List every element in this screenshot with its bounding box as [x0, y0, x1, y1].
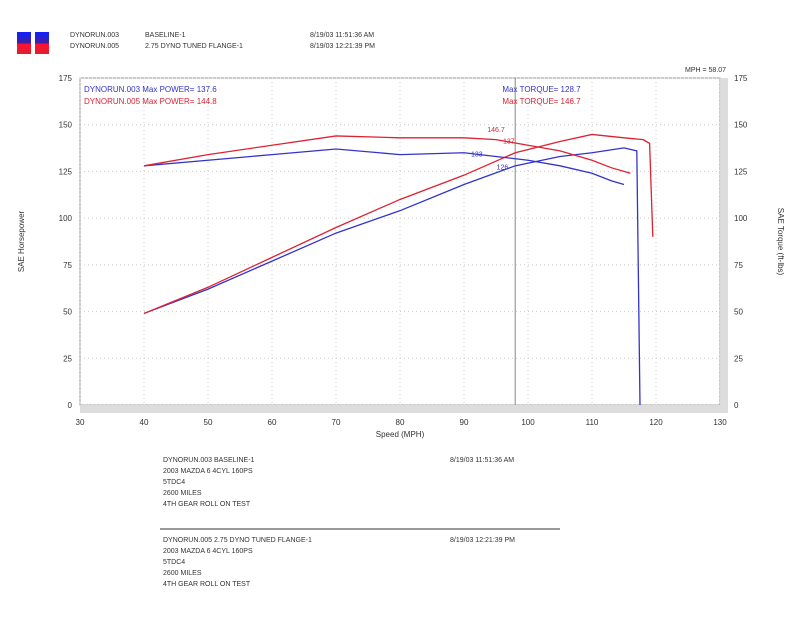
baseline-torque-line — [143, 148, 625, 186]
y2-tick-label: 75 — [734, 261, 743, 270]
x-tick-label: 90 — [460, 418, 469, 427]
legend-torque: Max TORQUE= 146.7 — [502, 97, 581, 106]
footer-line: 4TH GEAR ROLL ON TEST — [163, 581, 251, 588]
y2-tick-label: 150 — [734, 121, 748, 130]
run-2-date: 8/19/03 12:21:39 PM — [310, 43, 375, 50]
x-tick-label: 130 — [713, 418, 727, 427]
legend-torque: Max TORQUE= 128.7 — [502, 85, 581, 94]
footer-date: 8/19/03 12:21:39 PM — [450, 537, 515, 544]
peak-annotation: 126 — [497, 165, 509, 172]
y-tick-label: 125 — [59, 167, 73, 176]
run-2-desc: 2.75 DYNO TUNED FLANGE-1 — [145, 43, 243, 50]
run-2-name: DYNORUN.005 — [70, 43, 120, 50]
x-tick-label: 40 — [140, 418, 149, 427]
y2-tick-label: 50 — [734, 308, 743, 317]
footer-line: 2003 MAZDA 6 4CYL 160PS — [163, 468, 253, 475]
x-tick-label: 100 — [521, 418, 535, 427]
y2-tick-label: 100 — [734, 214, 748, 223]
y-tick-label: 150 — [59, 121, 73, 130]
peak-annotation: 146.7 — [487, 127, 505, 134]
footer-line: 2600 MILES — [163, 490, 202, 497]
plot-shadow-right — [720, 78, 728, 413]
y2-tick-label: 0 — [734, 401, 739, 410]
footer-date: 8/19/03 11:51:36 AM — [450, 457, 515, 464]
y-tick-label: 25 — [63, 354, 72, 363]
x-tick-label: 80 — [396, 418, 405, 427]
x-axis-label: Speed (MPH) — [376, 430, 425, 439]
x-tick-label: 70 — [332, 418, 341, 427]
y2-tick-label: 175 — [734, 74, 748, 83]
tuned-power-line — [143, 133, 654, 315]
footer-line: 4TH GEAR ROLL ON TEST — [163, 501, 251, 508]
y2-tick-label: 125 — [734, 167, 748, 176]
y2-axis-label: SAE Torque (ft-lbs) — [776, 208, 785, 276]
cursor-readout: MPH = 58.07 — [685, 67, 727, 74]
y-tick-label: 50 — [63, 308, 72, 317]
run-1-name: DYNORUN.003 — [70, 32, 120, 39]
footer-divider — [160, 528, 560, 530]
footer-line: 2600 MILES — [163, 570, 202, 577]
run-1-desc: BASELINE-1 — [145, 32, 186, 39]
y-tick-label: 100 — [59, 214, 73, 223]
peak-annotation: 133 — [471, 151, 483, 158]
x-tick-label: 60 — [268, 418, 277, 427]
y-tick-label: 75 — [63, 261, 72, 270]
y-axis-label: SAE Horsepower — [17, 210, 26, 272]
plot-shadow-bottom — [80, 405, 720, 413]
baseline-power-line — [143, 147, 641, 406]
footer-line: DYNORUN.003 BASELINE-1 — [163, 457, 255, 464]
x-tick-label: 50 — [204, 418, 213, 427]
footer-line: 2003 MAZDA 6 4CYL 160PS — [163, 548, 253, 555]
y-tick-label: 0 — [68, 401, 73, 410]
y-tick-label: 175 — [59, 74, 73, 83]
plot-area — [79, 77, 721, 406]
peak-annotation: 137 — [503, 138, 515, 145]
footer-line: DYNORUN.005 2.75 DYNO TUNED FLANGE-1 — [163, 537, 312, 544]
footer-line: 5TDC4 — [163, 559, 186, 566]
dyno-logo-icon — [17, 32, 49, 54]
x-tick-label: 110 — [586, 418, 599, 427]
y2-tick-label: 25 — [734, 354, 743, 363]
legend-entry: DYNORUN.003 Max POWER= 137.6 — [84, 85, 217, 94]
dyno-chart: 30 40 50 60 70 80 90 100 110 120 130 0 0 25 25 50 50 75 75… — [17, 74, 785, 439]
run-1-date: 8/19/03 11:51:36 AM — [310, 32, 375, 39]
x-tick-label: 120 — [649, 418, 663, 427]
footer-line: 5TDC4 — [163, 479, 186, 486]
legend-entry: DYNORUN.005 Max POWER= 144.8 — [84, 97, 217, 106]
x-tick-label: 30 — [76, 418, 85, 427]
tuned-torque-line — [143, 135, 631, 174]
